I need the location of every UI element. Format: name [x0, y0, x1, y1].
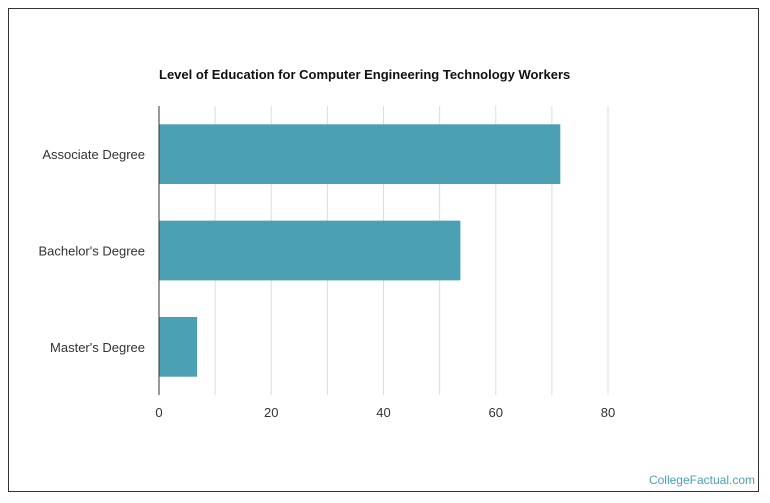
bar [159, 220, 461, 281]
bar [159, 316, 198, 377]
category-label: Master's Degree [50, 340, 145, 355]
x-tick-label: 20 [264, 405, 278, 420]
chart-title: Level of Education for Computer Engineer… [159, 67, 571, 82]
brand-watermark: CollegeFactual.com [648, 473, 755, 487]
category-label: Associate Degree [42, 147, 145, 162]
x-tick-label: 80 [601, 405, 615, 420]
x-tick-label: 40 [376, 405, 390, 420]
x-tick-label: 0 [155, 405, 162, 420]
x-tick-label: 60 [489, 405, 503, 420]
bar [159, 124, 561, 185]
category-label: Bachelor's Degree [38, 244, 145, 259]
